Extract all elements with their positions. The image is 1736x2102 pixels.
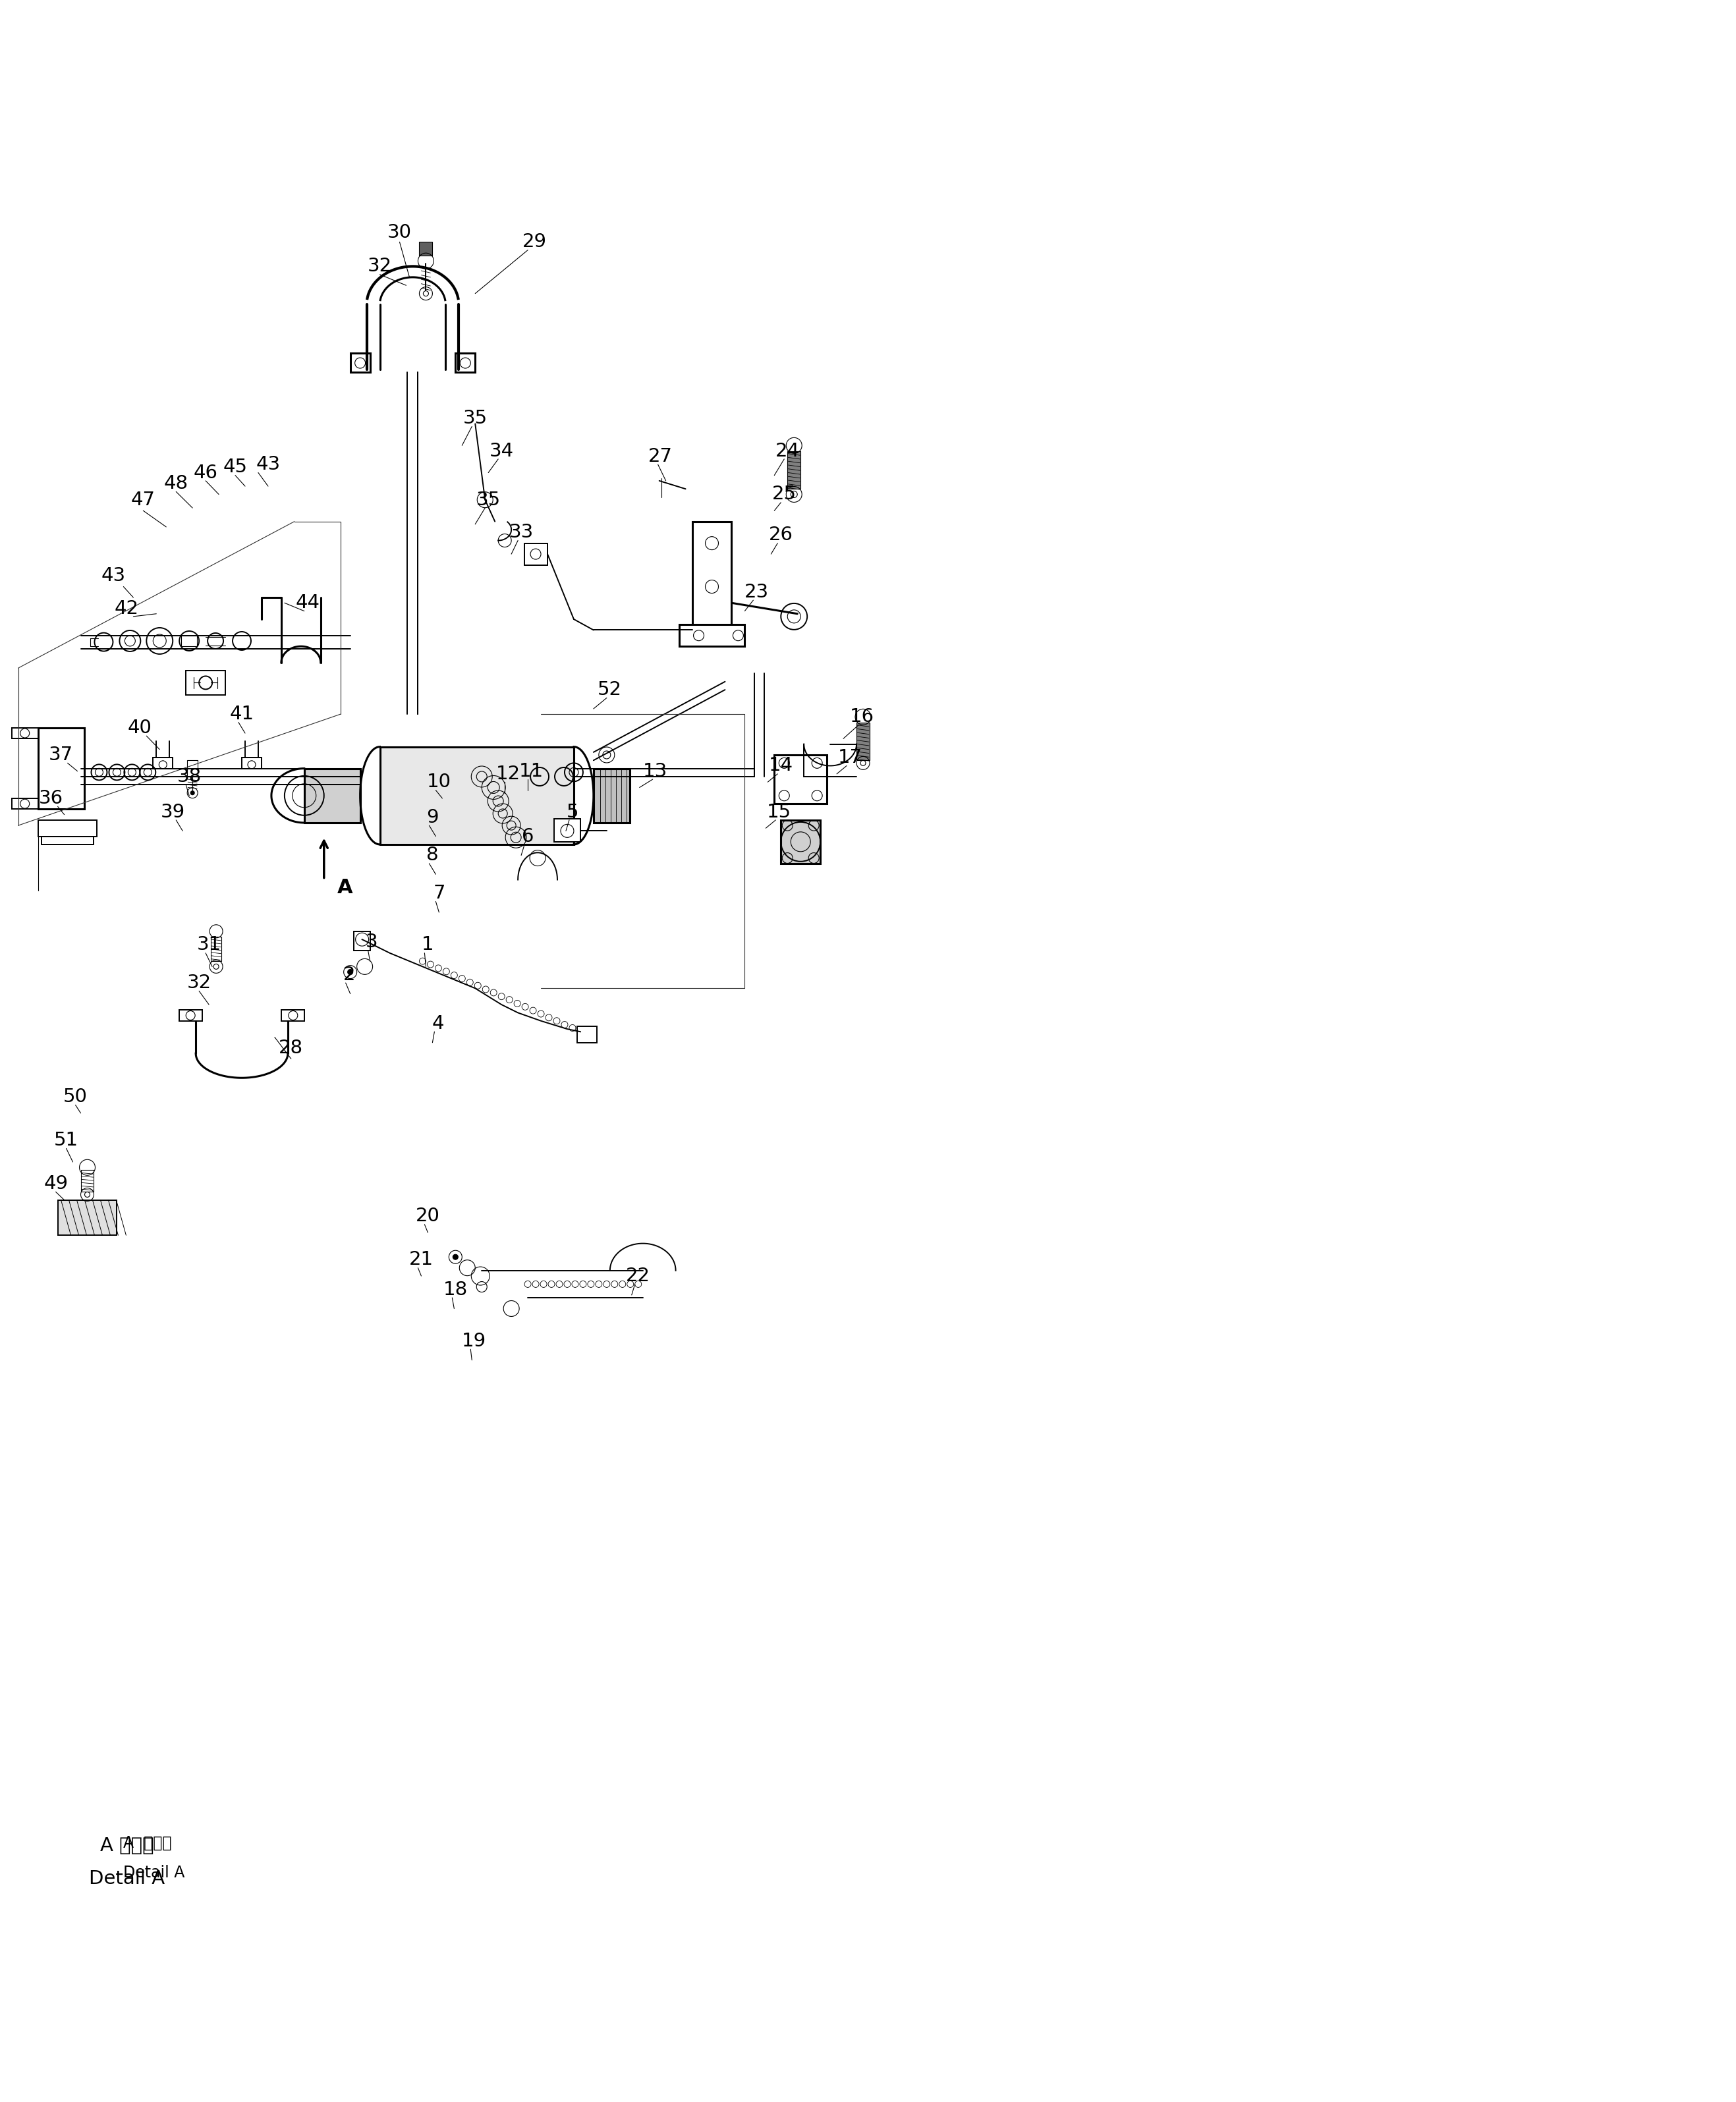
Polygon shape	[241, 757, 262, 769]
Circle shape	[453, 1255, 458, 1259]
Text: 14: 14	[769, 757, 793, 776]
Text: 38: 38	[177, 767, 201, 786]
Text: 1: 1	[422, 935, 434, 954]
Polygon shape	[153, 757, 174, 769]
Text: 24: 24	[776, 441, 800, 460]
Text: 46: 46	[193, 462, 217, 481]
Polygon shape	[80, 1171, 94, 1192]
Text: 32: 32	[187, 973, 212, 992]
Text: 28: 28	[279, 1038, 304, 1057]
Text: 34: 34	[490, 441, 514, 460]
Polygon shape	[12, 799, 38, 809]
Text: 22: 22	[627, 1268, 651, 1284]
Polygon shape	[380, 746, 575, 845]
Text: 42: 42	[115, 599, 139, 618]
Text: 30: 30	[387, 223, 411, 242]
Text: 37: 37	[49, 746, 73, 765]
Text: Detail A: Detail A	[123, 1864, 186, 1881]
Polygon shape	[856, 723, 870, 761]
Text: 39: 39	[160, 803, 186, 822]
Text: 21: 21	[410, 1251, 434, 1270]
Text: A: A	[337, 879, 352, 898]
Text: 43: 43	[255, 456, 279, 473]
Polygon shape	[181, 635, 198, 645]
Polygon shape	[781, 820, 821, 864]
Text: 17: 17	[838, 748, 863, 767]
Text: 32: 32	[368, 256, 392, 275]
Text: 27: 27	[648, 448, 674, 465]
Text: 45: 45	[222, 458, 248, 477]
Text: 52: 52	[597, 681, 621, 700]
Polygon shape	[38, 727, 83, 809]
Text: 29: 29	[523, 233, 547, 250]
Circle shape	[191, 790, 194, 795]
Polygon shape	[679, 624, 745, 645]
Circle shape	[347, 969, 352, 975]
Text: 8: 8	[427, 847, 439, 864]
Text: 48: 48	[163, 475, 187, 492]
Text: 50: 50	[62, 1087, 87, 1106]
Text: 15: 15	[767, 803, 792, 822]
Text: 31: 31	[196, 935, 220, 954]
Polygon shape	[210, 937, 222, 961]
Text: 26: 26	[769, 526, 793, 544]
Text: 19: 19	[462, 1333, 486, 1349]
Text: 9: 9	[427, 807, 439, 826]
Polygon shape	[186, 671, 226, 696]
Polygon shape	[788, 452, 800, 490]
Text: 33: 33	[509, 523, 533, 542]
Polygon shape	[693, 521, 731, 631]
Text: 11: 11	[519, 761, 543, 780]
Text: Detail A: Detail A	[89, 1869, 165, 1888]
Text: 36: 36	[38, 788, 64, 807]
Text: 7: 7	[432, 885, 444, 902]
Text: 3: 3	[365, 933, 377, 952]
Text: 12: 12	[496, 765, 521, 784]
Polygon shape	[351, 353, 370, 372]
Text: 23: 23	[745, 582, 769, 601]
Text: 35: 35	[464, 410, 488, 427]
Polygon shape	[187, 761, 198, 776]
Text: 2: 2	[344, 965, 356, 984]
Polygon shape	[12, 727, 38, 738]
Text: 10: 10	[427, 774, 451, 790]
Polygon shape	[179, 1011, 203, 1022]
Polygon shape	[38, 820, 97, 837]
Text: A 詳細図: A 詳細図	[101, 1837, 153, 1856]
Text: 18: 18	[443, 1280, 467, 1299]
Text: A  詳細図: A 詳細図	[123, 1835, 172, 1852]
Text: 47: 47	[130, 490, 155, 509]
Polygon shape	[42, 837, 94, 845]
Text: 35: 35	[476, 490, 500, 509]
Text: 16: 16	[849, 708, 873, 725]
Text: 25: 25	[773, 486, 797, 504]
Polygon shape	[420, 242, 432, 256]
Polygon shape	[774, 755, 826, 803]
Text: 44: 44	[295, 593, 319, 612]
Polygon shape	[281, 1011, 304, 1022]
Text: 43: 43	[101, 568, 125, 584]
Text: 20: 20	[415, 1207, 439, 1225]
Text: 40: 40	[128, 719, 153, 738]
Text: 41: 41	[229, 704, 253, 723]
Text: 4: 4	[432, 1015, 444, 1032]
Polygon shape	[594, 769, 630, 822]
Text: 49: 49	[43, 1175, 68, 1194]
Text: 5: 5	[566, 803, 578, 822]
Text: 13: 13	[642, 761, 668, 780]
Polygon shape	[354, 931, 370, 950]
Polygon shape	[57, 1200, 116, 1236]
Polygon shape	[455, 353, 476, 372]
Text: 6: 6	[523, 826, 535, 845]
Polygon shape	[304, 769, 359, 822]
Text: 51: 51	[54, 1131, 78, 1150]
Polygon shape	[576, 1026, 597, 1043]
Polygon shape	[554, 820, 580, 841]
Polygon shape	[524, 542, 547, 565]
